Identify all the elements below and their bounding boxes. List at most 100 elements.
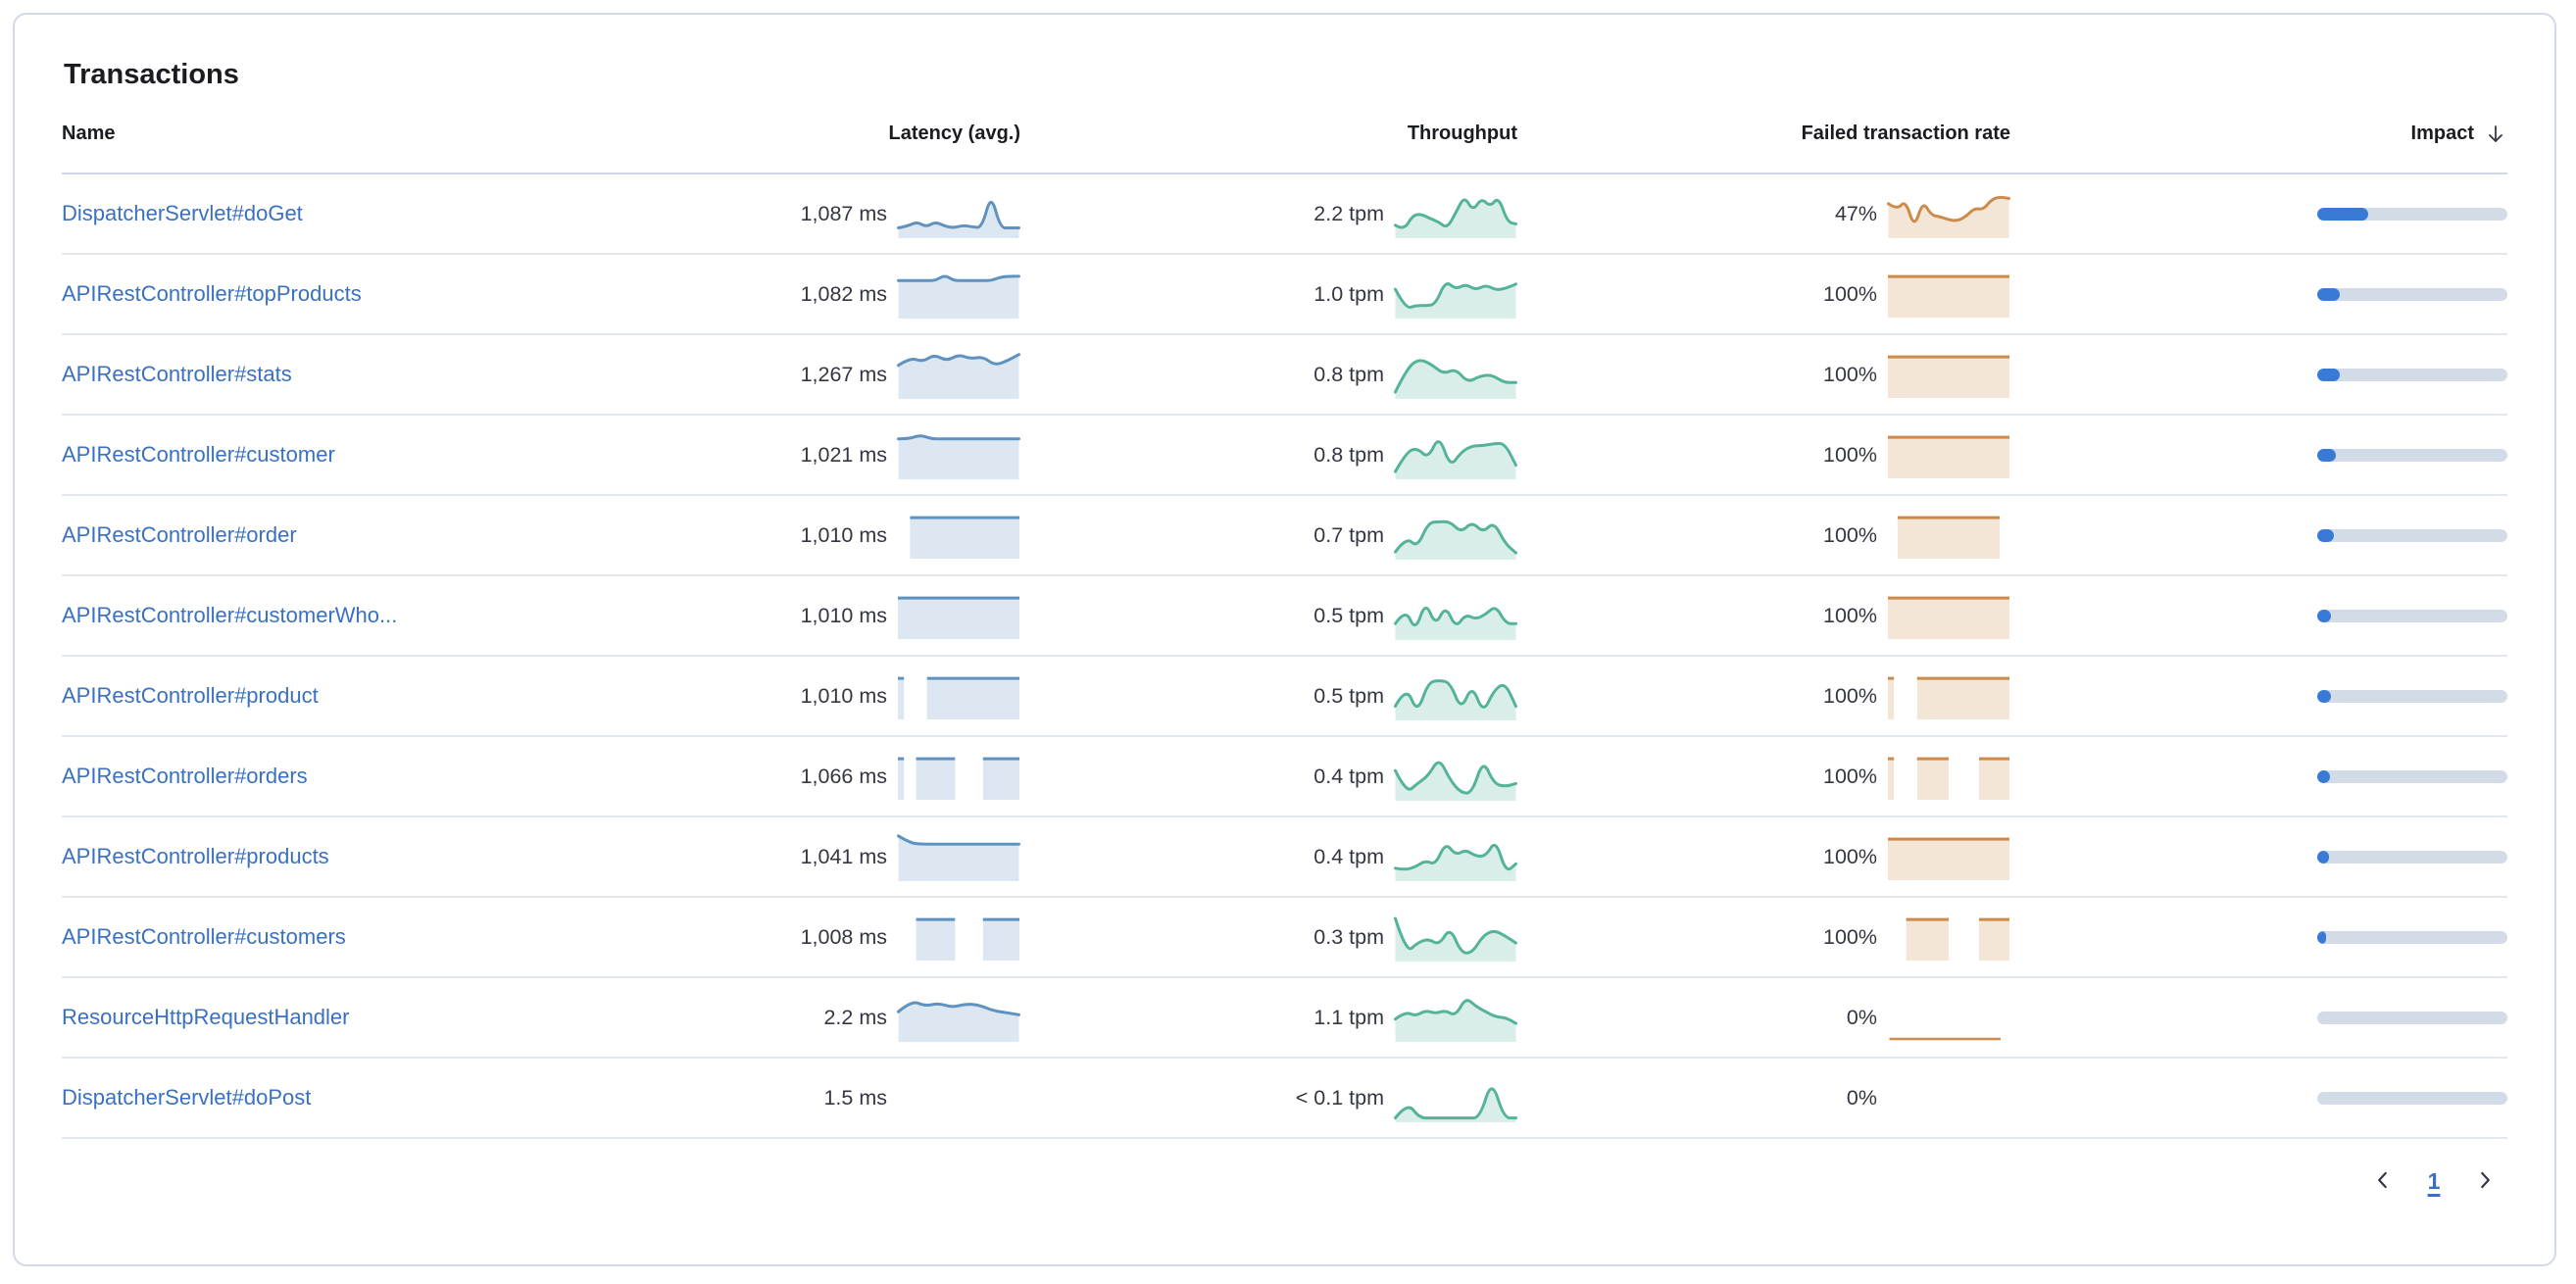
impact-bar <box>2317 528 2507 542</box>
latency-sparkline <box>897 752 1020 801</box>
transaction-link[interactable]: APIRestController#customers <box>62 924 346 949</box>
latency-value-cell: 1,021 ms <box>687 430 1020 479</box>
table-row: APIRestController#customerWho... 1,010 ms… <box>62 576 2507 657</box>
latency-value: 1,008 ms <box>800 924 887 949</box>
failed-rate-value-cell: 0% <box>1517 993 2010 1042</box>
throughput-value: 0.8 tpm <box>1313 442 1384 467</box>
failed-rate-value: 100% <box>1823 924 1877 949</box>
transaction-link[interactable]: APIRestController#customerWho... <box>62 603 398 627</box>
transaction-link[interactable]: DispatcherServlet#doPost <box>62 1085 312 1110</box>
latency-value-cell: 1,087 ms <box>687 189 1020 238</box>
latency-value: 1.5 ms <box>823 1085 887 1110</box>
column-header-latency[interactable]: Latency (avg.) <box>687 123 1020 145</box>
impact-bar-fill <box>2317 287 2341 301</box>
throughput-sparkline <box>1394 671 1517 720</box>
table-row: DispatcherServlet#doGet 1,087 ms 2.2 tpm 47… <box>62 174 2507 255</box>
latency-sparkline <box>897 1073 1020 1122</box>
failed-rate-sparkline <box>1887 671 2010 720</box>
column-header-name-label: Name <box>62 123 116 144</box>
latency-value-cell: 1,010 ms <box>687 511 1020 560</box>
latency-value-cell: 1,008 ms <box>687 913 1020 962</box>
impact-bar <box>2317 689 2507 703</box>
transaction-name-cell: APIRestController#product <box>62 683 687 709</box>
failed-rate-sparkline <box>1887 511 2010 560</box>
transaction-link[interactable]: APIRestController#topProducts <box>62 281 362 306</box>
failed-rate-value: 0% <box>1846 1085 1877 1110</box>
impact-bar <box>2317 368 2507 381</box>
failed-rate-value-cell: 0% <box>1517 1073 2010 1122</box>
transaction-link[interactable]: DispatcherServlet#doGet <box>62 201 303 225</box>
failed-rate-sparkline <box>1887 993 2010 1042</box>
table-row: APIRestController#stats 1,267 ms 0.8 tpm 10… <box>62 335 2507 416</box>
column-header-failed-rate[interactable]: Failed transaction rate <box>1517 123 2010 145</box>
latency-sparkline <box>897 350 1020 399</box>
throughput-value-cell: 0.4 tpm <box>1020 832 1517 881</box>
column-header-impact[interactable]: Impact <box>2010 123 2507 146</box>
throughput-value-cell: 0.7 tpm <box>1020 511 1517 560</box>
column-header-throughput-label: Throughput <box>1407 123 1517 144</box>
failed-rate-sparkline <box>1887 913 2010 962</box>
pagination: 1 <box>62 1139 2507 1223</box>
impact-cell <box>2010 207 2507 221</box>
impact-bar <box>2317 850 2507 864</box>
latency-value-cell: 2.2 ms <box>687 993 1020 1042</box>
impact-bar <box>2317 207 2507 221</box>
page-1-link[interactable]: 1 <box>2427 1167 2441 1194</box>
table-header: Name Latency (avg.) Throughput Failed tr… <box>62 95 2507 174</box>
throughput-value: 0.4 tpm <box>1313 844 1384 868</box>
failed-rate-sparkline <box>1887 350 2010 399</box>
latency-sparkline <box>897 993 1020 1042</box>
impact-bar <box>2317 1091 2507 1105</box>
transaction-link[interactable]: APIRestController#orders <box>62 764 308 788</box>
impact-bar-fill <box>2317 528 2335 542</box>
transaction-name-cell: APIRestController#products <box>62 844 687 869</box>
failed-rate-sparkline <box>1887 430 2010 479</box>
transaction-link[interactable]: APIRestController#customer <box>62 442 335 467</box>
next-page-button[interactable] <box>2464 1161 2505 1202</box>
failed-rate-value: 100% <box>1823 522 1877 547</box>
impact-cell <box>2010 287 2507 301</box>
column-header-throughput[interactable]: Throughput <box>1020 123 1517 145</box>
failed-rate-value-cell: 100% <box>1517 671 2010 720</box>
failed-rate-value: 100% <box>1823 844 1877 868</box>
transaction-link[interactable]: ResourceHttpRequestHandler <box>62 1005 350 1029</box>
latency-value-cell: 1,267 ms <box>687 350 1020 399</box>
failed-rate-value-cell: 100% <box>1517 350 2010 399</box>
column-header-name[interactable]: Name <box>62 123 687 145</box>
table-body: DispatcherServlet#doGet 1,087 ms 2.2 tpm 47… <box>62 174 2507 1139</box>
impact-cell <box>2010 528 2507 542</box>
table-row: ResourceHttpRequestHandler 2.2 ms 1.1 tpm 0… <box>62 978 2507 1059</box>
latency-value: 1,087 ms <box>800 201 887 225</box>
throughput-value: 0.4 tpm <box>1313 764 1384 788</box>
transaction-link[interactable]: APIRestController#product <box>62 683 319 708</box>
failed-rate-value: 47% <box>1834 201 1877 225</box>
column-header-impact-label: Impact <box>2410 123 2474 144</box>
impact-bar-fill <box>2317 689 2331 703</box>
throughput-value: 0.5 tpm <box>1313 683 1384 708</box>
transaction-name-cell: APIRestController#customerWho... <box>62 603 687 628</box>
throughput-value: 0.3 tpm <box>1313 924 1384 949</box>
latency-value-cell: 1,010 ms <box>687 671 1020 720</box>
throughput-sparkline <box>1394 430 1517 479</box>
transaction-name-cell: APIRestController#customers <box>62 924 687 950</box>
transaction-link[interactable]: APIRestController#products <box>62 844 329 868</box>
previous-page-button[interactable] <box>2362 1161 2403 1202</box>
throughput-sparkline <box>1394 591 1517 640</box>
transaction-link[interactable]: APIRestController#order <box>62 522 297 547</box>
latency-sparkline <box>897 913 1020 962</box>
failed-rate-value: 100% <box>1823 281 1877 306</box>
impact-cell <box>2010 609 2507 622</box>
impact-bar <box>2317 287 2507 301</box>
throughput-value-cell: 0.8 tpm <box>1020 430 1517 479</box>
failed-rate-value-cell: 100% <box>1517 591 2010 640</box>
transaction-name-cell: APIRestController#topProducts <box>62 281 687 307</box>
transaction-link[interactable]: APIRestController#stats <box>62 362 292 386</box>
throughput-value-cell: 1.0 tpm <box>1020 270 1517 319</box>
throughput-value-cell: 0.5 tpm <box>1020 671 1517 720</box>
table-row: DispatcherServlet#doPost 1.5 ms < 0.1 tpm 0… <box>62 1059 2507 1139</box>
latency-value: 1,066 ms <box>800 764 887 788</box>
latency-value: 1,041 ms <box>800 844 887 868</box>
column-header-latency-label: Latency (avg.) <box>888 123 1020 144</box>
impact-cell <box>2010 689 2507 703</box>
transaction-name-cell: DispatcherServlet#doPost <box>62 1085 687 1111</box>
